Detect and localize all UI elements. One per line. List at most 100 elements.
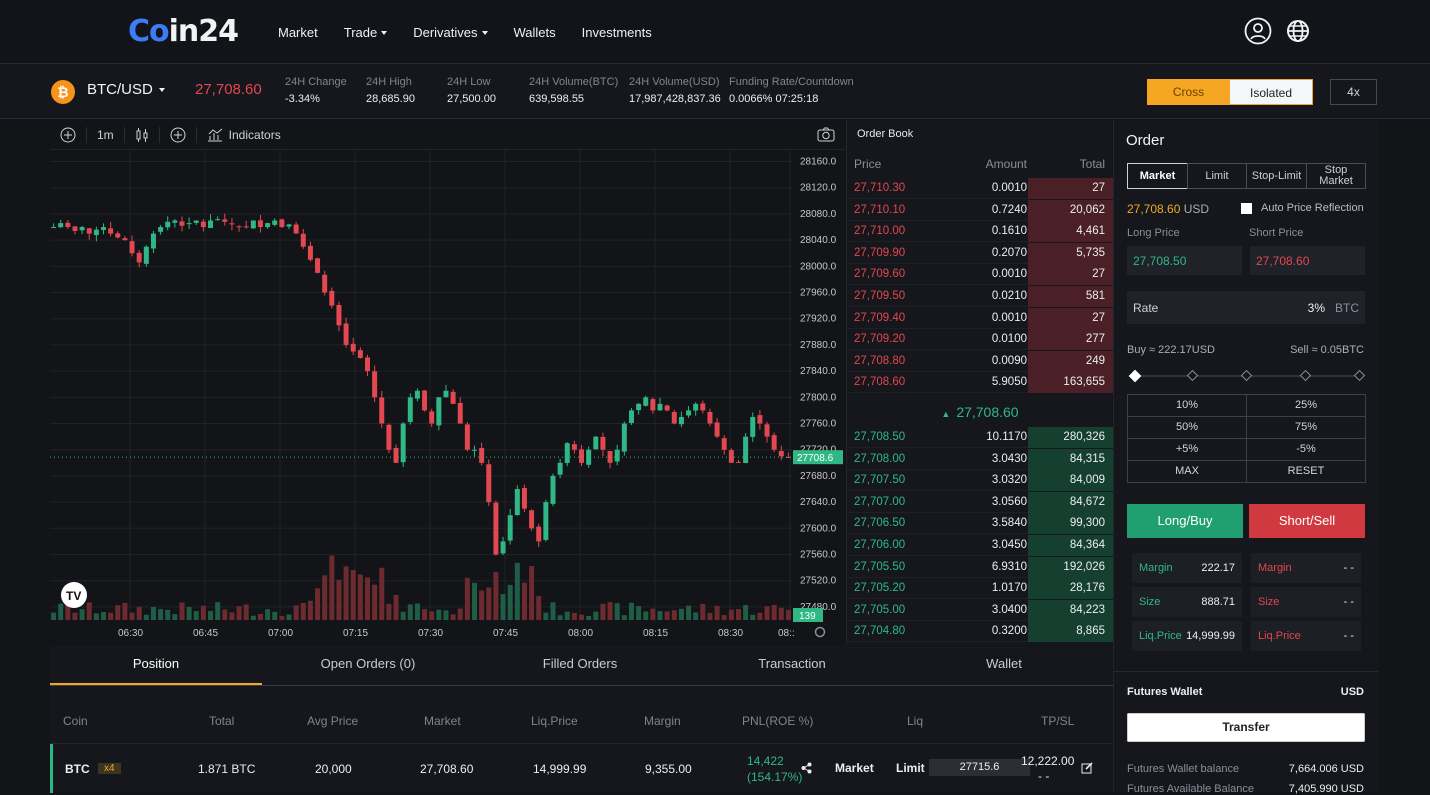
globe-icon[interactable]: [1286, 17, 1310, 45]
pair-selector[interactable]: BTC/USD: [87, 81, 165, 98]
volume-bar: [272, 611, 278, 620]
ask-row[interactable]: 27,709.40 0.0010 27: [847, 307, 1113, 329]
stat-24h-low: 24H Low 27,500.00: [447, 76, 496, 105]
plus-5-button[interactable]: +5%: [1127, 438, 1247, 461]
bid-row[interactable]: 27,708.00 3.0430 84,315: [847, 448, 1113, 470]
bid-row[interactable]: 27,708.50 10.1170 280,326: [847, 427, 1113, 448]
volume-bar: [643, 611, 649, 620]
candle-body: [172, 220, 178, 223]
logo[interactable]: Coin24: [128, 14, 239, 49]
volume-bar: [621, 615, 627, 620]
bid-row[interactable]: 27,706.50 3.5840 99,300: [847, 513, 1113, 535]
nav-derivatives[interactable]: Derivatives: [413, 25, 488, 40]
nav-investments[interactable]: Investments: [581, 24, 652, 40]
checkbox[interactable]: [1241, 202, 1252, 214]
cross-margin-button[interactable]: Cross: [1147, 79, 1230, 105]
bid-row[interactable]: 27,705.20 1.0170 28,176: [847, 578, 1113, 600]
limit-price-input[interactable]: 27715.6: [929, 759, 1030, 776]
long-price-input[interactable]: 27,708.50: [1127, 246, 1242, 275]
share-icon[interactable]: [801, 762, 812, 777]
y-tick-label: 28080.0: [800, 209, 837, 220]
ask-row[interactable]: 27,710.00 0.1610 4,461: [847, 221, 1113, 243]
minus-5-button[interactable]: -5%: [1246, 438, 1366, 461]
ask-row[interactable]: 27,708.80 0.0090 249: [847, 350, 1113, 372]
nav-trade[interactable]: Trade: [344, 25, 388, 40]
auto-price-reflection[interactable]: Auto Price Reflection: [1241, 202, 1364, 214]
tab-wallet[interactable]: Wallet: [986, 656, 1022, 671]
volume-bar: [550, 602, 556, 620]
volume-bar: [636, 606, 642, 620]
depth-bar: [1028, 372, 1113, 394]
max-button[interactable]: MAX: [1127, 460, 1247, 483]
volume-bar: [414, 603, 420, 620]
volume-bar: [215, 602, 221, 620]
nav-market[interactable]: Market: [278, 24, 318, 40]
candle-body: [307, 245, 313, 260]
ask-row[interactable]: 27,710.30 0.0010 27: [847, 178, 1113, 199]
nav-wallets[interactable]: Wallets: [513, 24, 556, 40]
pct-75-button[interactable]: 75%: [1246, 416, 1366, 439]
amount-slider[interactable]: [1127, 368, 1367, 384]
bid-row[interactable]: 27,706.00 3.0450 84,364: [847, 535, 1113, 556]
volume-bar: [129, 612, 135, 620]
tab-stop-market[interactable]: Stop Market: [1306, 163, 1366, 189]
tab-transaction[interactable]: Transaction: [758, 656, 826, 671]
pct-10-button[interactable]: 10%: [1127, 394, 1247, 417]
pct-25-button[interactable]: 25%: [1246, 394, 1366, 417]
ask-row[interactable]: 27,709.20 0.0100 277: [847, 329, 1113, 351]
price-chart[interactable]: 28160.0 28120.0 28080.0 28040.0 28000.0 27960…: [50, 150, 845, 645]
ask-row[interactable]: 27,710.10 0.7240 20,062: [847, 199, 1113, 221]
leverage-button[interactable]: 4x: [1330, 79, 1377, 105]
bitcoin-icon: ₿: [51, 80, 75, 104]
tab-open-orders[interactable]: Open Orders (0): [320, 656, 416, 671]
table-row[interactable]: BTC x4 1.871 BTC 20,000 27,708.60 14,999…: [50, 743, 1113, 793]
short-price-input[interactable]: 27,708.60: [1250, 246, 1365, 275]
volume-bar: [51, 612, 57, 620]
add-icon[interactable]: [50, 126, 87, 143]
candle-body: [536, 526, 542, 542]
y-tick-label: 27880.0: [800, 340, 837, 351]
x-tick-label: 06:30: [118, 628, 143, 639]
candle-body: [150, 233, 156, 249]
bid-row[interactable]: 27,705.50 6.9310 192,026: [847, 556, 1113, 578]
tab-position[interactable]: Position: [50, 646, 262, 685]
volume-bar: [79, 609, 85, 620]
bid-row[interactable]: 27,705.00 3.0400 84,223: [847, 599, 1113, 621]
indicators-button[interactable]: Indicators: [197, 127, 291, 143]
liq-market-button[interactable]: Market: [835, 761, 874, 775]
candle-body: [686, 410, 692, 416]
ask-row[interactable]: 27,708.60 5.9050 163,655: [847, 372, 1113, 394]
user-icon[interactable]: [1244, 17, 1272, 45]
bid-row[interactable]: 27,707.00 3.0560 84,672: [847, 491, 1113, 513]
pct-50-button[interactable]: 50%: [1127, 416, 1247, 439]
compare-add-icon[interactable]: [160, 126, 197, 143]
ask-row[interactable]: 27,709.50 0.0210 581: [847, 286, 1113, 307]
liq-limit-button[interactable]: Limit: [896, 761, 925, 775]
long-price-label: Long Price: [1127, 227, 1180, 239]
tab-filled-orders[interactable]: Filled Orders: [542, 656, 618, 671]
reset-button[interactable]: RESET: [1246, 460, 1366, 483]
candle-body: [165, 221, 171, 228]
transfer-button[interactable]: Transfer: [1127, 713, 1365, 742]
volume-bar: [536, 596, 542, 620]
edit-icon[interactable]: [1081, 762, 1093, 777]
bid-row[interactable]: 27,707.50 3.0320 84,009: [847, 470, 1113, 492]
short-sell-button[interactable]: Short/Sell: [1249, 504, 1365, 538]
order-book: Order Book Price Amount Total 27,710.30 0…: [846, 120, 1113, 645]
tab-stop-limit[interactable]: Stop-Limit: [1246, 163, 1307, 189]
long-buy-button[interactable]: Long/Buy: [1127, 504, 1243, 538]
volume-bar: [265, 609, 271, 620]
tab-limit[interactable]: Limit: [1187, 163, 1247, 189]
rate-input[interactable]: Rate 3% BTC: [1127, 291, 1365, 324]
volume-bar: [557, 615, 563, 620]
isolated-margin-button[interactable]: Isolated: [1230, 79, 1313, 105]
volume-bar: [279, 615, 285, 620]
interval-selector[interactable]: 1m: [87, 126, 125, 143]
candle-body: [322, 274, 328, 293]
candle-type-icon[interactable]: [125, 126, 160, 143]
bid-row[interactable]: 27,704.80 0.3200 8,865: [847, 621, 1113, 643]
tab-market[interactable]: Market: [1127, 163, 1188, 189]
camera-icon[interactable]: [817, 126, 835, 145]
ask-row[interactable]: 27,709.90 0.2070 5,735: [847, 242, 1113, 264]
ask-row[interactable]: 27,709.60 0.0010 27: [847, 264, 1113, 286]
